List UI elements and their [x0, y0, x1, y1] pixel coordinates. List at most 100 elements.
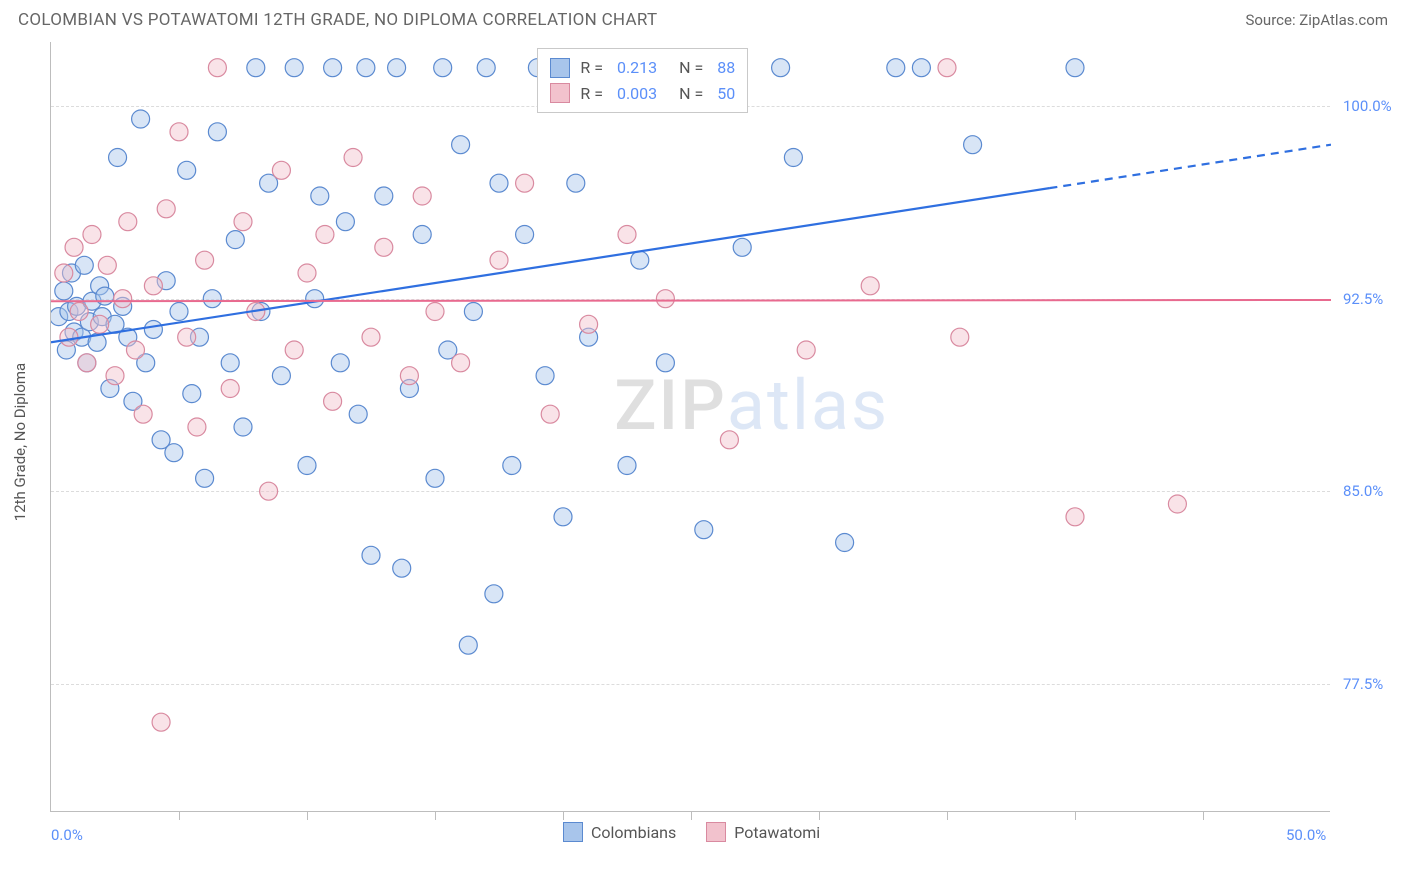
data-point	[490, 174, 508, 192]
data-point	[106, 367, 124, 385]
data-point	[144, 277, 162, 295]
data-point	[516, 226, 534, 244]
data-point	[78, 354, 96, 372]
data-point	[912, 59, 930, 77]
data-point	[618, 226, 636, 244]
gridline	[51, 299, 1330, 300]
data-point	[96, 287, 114, 305]
data-point	[78, 354, 96, 372]
data-point	[178, 328, 196, 346]
data-point	[170, 303, 188, 321]
data-point	[208, 59, 226, 77]
gridline	[51, 491, 1330, 492]
data-point	[70, 303, 88, 321]
x-tick	[307, 812, 308, 820]
data-point	[119, 328, 137, 346]
data-point	[51, 308, 68, 326]
chart-title: COLOMBIAN VS POTAWATOMI 12TH GRADE, NO D…	[18, 10, 657, 30]
data-point	[106, 315, 124, 333]
data-point	[98, 256, 116, 274]
data-point	[68, 297, 86, 315]
data-point	[331, 354, 349, 372]
data-point	[152, 431, 170, 449]
data-point	[618, 457, 636, 475]
legend-swatch	[550, 83, 570, 103]
data-point	[221, 354, 239, 372]
data-point	[55, 264, 73, 282]
x-tick	[563, 812, 564, 820]
data-point	[208, 123, 226, 141]
data-point	[567, 174, 585, 192]
data-point	[324, 392, 342, 410]
data-point	[83, 292, 101, 310]
y-tick-label: 92.5%	[1343, 290, 1383, 308]
r-value: 0.003	[617, 81, 657, 107]
data-point	[554, 508, 572, 526]
data-point	[439, 341, 457, 359]
gridline	[51, 684, 1330, 685]
y-tick-label: 77.5%	[1343, 675, 1383, 693]
data-point	[1066, 508, 1084, 526]
data-point	[134, 405, 152, 423]
source-attribution: Source: ZipAtlas.com	[1245, 11, 1388, 29]
data-point	[459, 636, 477, 654]
data-point	[580, 315, 598, 333]
n-value: 88	[717, 55, 735, 81]
x-tick	[947, 812, 948, 820]
n-value: 50	[717, 81, 735, 107]
data-point	[60, 328, 78, 346]
legend-item: Colombians	[563, 822, 676, 842]
data-point	[144, 320, 162, 338]
data-point	[951, 328, 969, 346]
r-value: 0.213	[617, 55, 657, 81]
data-point	[349, 405, 367, 423]
data-point	[247, 303, 265, 321]
legend-swatch	[550, 58, 570, 78]
stats-legend: R = 0.213 N = 88R = 0.003 N = 50	[537, 48, 748, 113]
data-point	[93, 308, 111, 326]
data-point	[938, 59, 956, 77]
data-point	[137, 354, 155, 372]
x-max-label: 50.0%	[1286, 826, 1326, 844]
data-point	[196, 251, 214, 269]
data-point	[316, 226, 334, 244]
data-point	[324, 59, 342, 77]
data-point	[165, 444, 183, 462]
data-point	[720, 431, 738, 449]
data-point	[490, 251, 508, 269]
data-point	[400, 380, 418, 398]
data-point	[344, 149, 362, 167]
data-point	[170, 123, 188, 141]
data-point	[434, 59, 452, 77]
data-point	[83, 226, 101, 244]
data-point	[285, 341, 303, 359]
trend-line-dashed	[1049, 145, 1331, 188]
data-point	[362, 546, 380, 564]
scatter-plot: 100.0%92.5%85.0%77.5%ZIPatlasR = 0.213 N…	[50, 42, 1330, 812]
data-point	[503, 457, 521, 475]
x-tick	[1075, 812, 1076, 820]
data-point	[388, 59, 406, 77]
data-point	[109, 149, 127, 167]
data-point	[119, 213, 137, 231]
data-point	[1168, 495, 1186, 513]
data-point	[336, 213, 354, 231]
data-point	[80, 313, 98, 331]
data-point	[234, 213, 252, 231]
data-point	[733, 238, 751, 256]
data-point	[362, 328, 380, 346]
data-point	[196, 469, 214, 487]
data-point	[485, 585, 503, 603]
data-point	[272, 161, 290, 179]
data-point	[88, 333, 106, 351]
data-point	[797, 341, 815, 359]
chart-svg	[51, 42, 1331, 812]
data-point	[178, 161, 196, 179]
data-point	[541, 405, 559, 423]
data-point	[784, 149, 802, 167]
data-point	[126, 341, 144, 359]
legend-item: Potawatomi	[706, 822, 820, 842]
data-point	[357, 59, 375, 77]
data-point	[247, 59, 265, 77]
data-point	[631, 251, 649, 269]
